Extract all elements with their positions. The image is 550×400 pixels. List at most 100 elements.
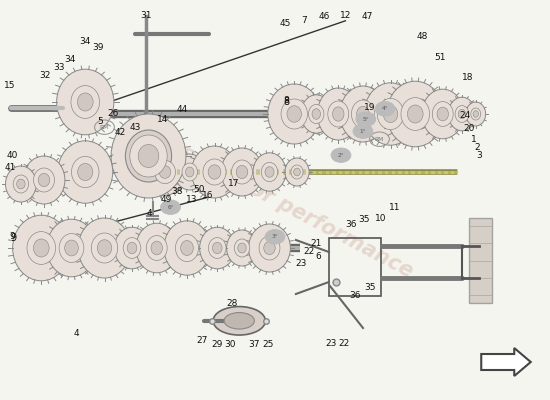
Ellipse shape [78, 93, 93, 111]
Text: 3°: 3° [272, 234, 278, 239]
Ellipse shape [356, 106, 370, 122]
Text: 41: 41 [4, 163, 15, 172]
Ellipse shape [23, 156, 65, 204]
Text: 23: 23 [296, 259, 307, 268]
Text: 18: 18 [462, 74, 473, 82]
Text: 48: 48 [417, 32, 428, 41]
Ellipse shape [264, 241, 275, 254]
Ellipse shape [71, 86, 100, 118]
Text: 22: 22 [338, 339, 349, 348]
Text: 5°: 5° [362, 117, 369, 122]
Text: 1°: 1° [360, 129, 366, 134]
Ellipse shape [422, 89, 464, 139]
Text: 4: 4 [147, 210, 152, 218]
Ellipse shape [34, 168, 54, 192]
Text: 25: 25 [263, 340, 274, 349]
Ellipse shape [432, 102, 453, 126]
Text: 32: 32 [40, 72, 51, 80]
Ellipse shape [208, 238, 226, 258]
Text: 17: 17 [228, 179, 239, 188]
Text: 2: 2 [475, 143, 480, 152]
Text: 15: 15 [4, 82, 15, 90]
Text: 35: 35 [364, 284, 375, 292]
Ellipse shape [238, 243, 246, 253]
Ellipse shape [268, 84, 321, 144]
Ellipse shape [13, 175, 29, 193]
Ellipse shape [6, 166, 36, 202]
Ellipse shape [72, 156, 99, 188]
Ellipse shape [27, 232, 56, 264]
Ellipse shape [13, 215, 70, 281]
Ellipse shape [351, 100, 375, 128]
Text: 3: 3 [477, 152, 482, 160]
Ellipse shape [39, 173, 50, 186]
Ellipse shape [236, 166, 248, 178]
Text: 14: 14 [157, 115, 168, 124]
Ellipse shape [455, 106, 469, 122]
Text: 23: 23 [326, 339, 337, 348]
Text: 40: 40 [7, 151, 18, 160]
Ellipse shape [377, 98, 404, 130]
Text: 5: 5 [97, 118, 103, 126]
Ellipse shape [78, 164, 93, 180]
Ellipse shape [175, 234, 199, 262]
Ellipse shape [111, 114, 186, 198]
Text: 49: 49 [161, 195, 172, 204]
Ellipse shape [287, 106, 301, 122]
Ellipse shape [234, 239, 250, 257]
Ellipse shape [227, 230, 257, 266]
Text: 7: 7 [301, 16, 306, 25]
Ellipse shape [249, 224, 290, 272]
Ellipse shape [312, 109, 321, 119]
Ellipse shape [138, 144, 159, 168]
Text: 29: 29 [212, 340, 223, 349]
Ellipse shape [448, 97, 476, 131]
Ellipse shape [471, 108, 481, 120]
Text: 6°: 6° [167, 205, 174, 210]
Ellipse shape [185, 167, 194, 177]
Ellipse shape [144, 149, 186, 195]
Ellipse shape [91, 233, 118, 263]
Text: a passion for performance: a passion for performance [133, 118, 417, 282]
Text: 2°: 2° [338, 153, 344, 158]
Text: 39: 39 [92, 44, 103, 52]
Ellipse shape [203, 159, 226, 185]
Text: RM: RM [100, 125, 109, 130]
Text: 36: 36 [345, 220, 356, 229]
Ellipse shape [401, 98, 430, 130]
Ellipse shape [317, 88, 359, 140]
Ellipse shape [232, 160, 252, 184]
Ellipse shape [261, 162, 278, 182]
Text: 31: 31 [140, 12, 151, 20]
Text: 16: 16 [202, 191, 213, 200]
Ellipse shape [253, 153, 286, 191]
Circle shape [265, 230, 285, 244]
Text: 27: 27 [197, 336, 208, 345]
Ellipse shape [291, 165, 303, 179]
Text: 43: 43 [129, 124, 140, 132]
Text: 33: 33 [54, 63, 65, 72]
Ellipse shape [281, 99, 307, 129]
Text: 34: 34 [65, 55, 76, 64]
Ellipse shape [294, 168, 300, 176]
Circle shape [353, 124, 373, 138]
Text: 47: 47 [362, 12, 373, 21]
Ellipse shape [387, 81, 444, 147]
Ellipse shape [182, 163, 197, 181]
Text: 35: 35 [359, 215, 370, 224]
Ellipse shape [383, 106, 398, 122]
Text: 24: 24 [459, 112, 470, 120]
Ellipse shape [146, 236, 167, 260]
Bar [469, 218, 492, 303]
Text: RM: RM [375, 137, 384, 142]
Text: 6: 6 [315, 252, 321, 261]
Ellipse shape [259, 236, 280, 260]
Text: 26: 26 [107, 110, 118, 118]
Text: 28: 28 [227, 299, 238, 308]
Ellipse shape [127, 242, 137, 254]
Bar [329, 238, 381, 296]
Ellipse shape [328, 101, 349, 127]
Text: 50: 50 [194, 186, 205, 194]
Ellipse shape [34, 239, 49, 257]
Circle shape [331, 148, 351, 162]
